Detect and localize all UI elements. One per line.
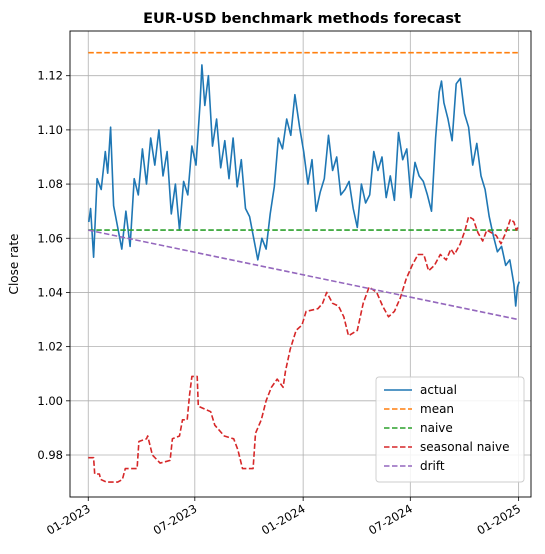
x-tick-label: 07-2024 [366, 501, 415, 537]
y-axis-label: Close rate [7, 234, 21, 295]
y-tick-label: 0.98 [37, 448, 63, 462]
plot-frame [69, 30, 532, 498]
x-tick-label: 07-2023 [151, 501, 200, 537]
legend-box [375, 376, 525, 483]
y-axis-ticks: 0.98 1.00 1.02 1.04 1.06 1.08 1.10 1.12 [37, 69, 70, 462]
series-lines [88, 51, 520, 483]
y-tick-label: 1.08 [37, 177, 63, 191]
legend-label: seasonal naive [420, 440, 509, 454]
legend: actual mean naive seasonal naive drift [375, 376, 525, 483]
series-line-seasonal-naive [88, 215, 519, 483]
series-line-drift [88, 229, 519, 321]
y-tick-label: 1.10 [37, 123, 63, 137]
y-tick-label: 1.00 [37, 394, 63, 408]
x-tick-label: 01-2023 [44, 501, 93, 537]
y-tick-label: 1.06 [37, 231, 63, 245]
y-tick-label: 1.04 [37, 285, 63, 299]
x-tick-label: 01-2024 [259, 501, 308, 537]
y-tick-label: 1.12 [37, 69, 63, 83]
x-tick-label: 01-2025 [475, 501, 524, 537]
legend-label: naive [420, 421, 453, 435]
series-line-actual [88, 64, 520, 307]
x-axis-ticks: 01-2023 07-2023 01-2024 07-2024 01-2025 [44, 497, 523, 538]
legend-label: mean [420, 402, 454, 416]
legend-label: drift [420, 459, 445, 473]
chart-title: EUR-USD benchmark methods forecast [143, 11, 461, 27]
y-tick-label: 1.02 [37, 340, 63, 354]
legend-label: actual [420, 383, 457, 397]
